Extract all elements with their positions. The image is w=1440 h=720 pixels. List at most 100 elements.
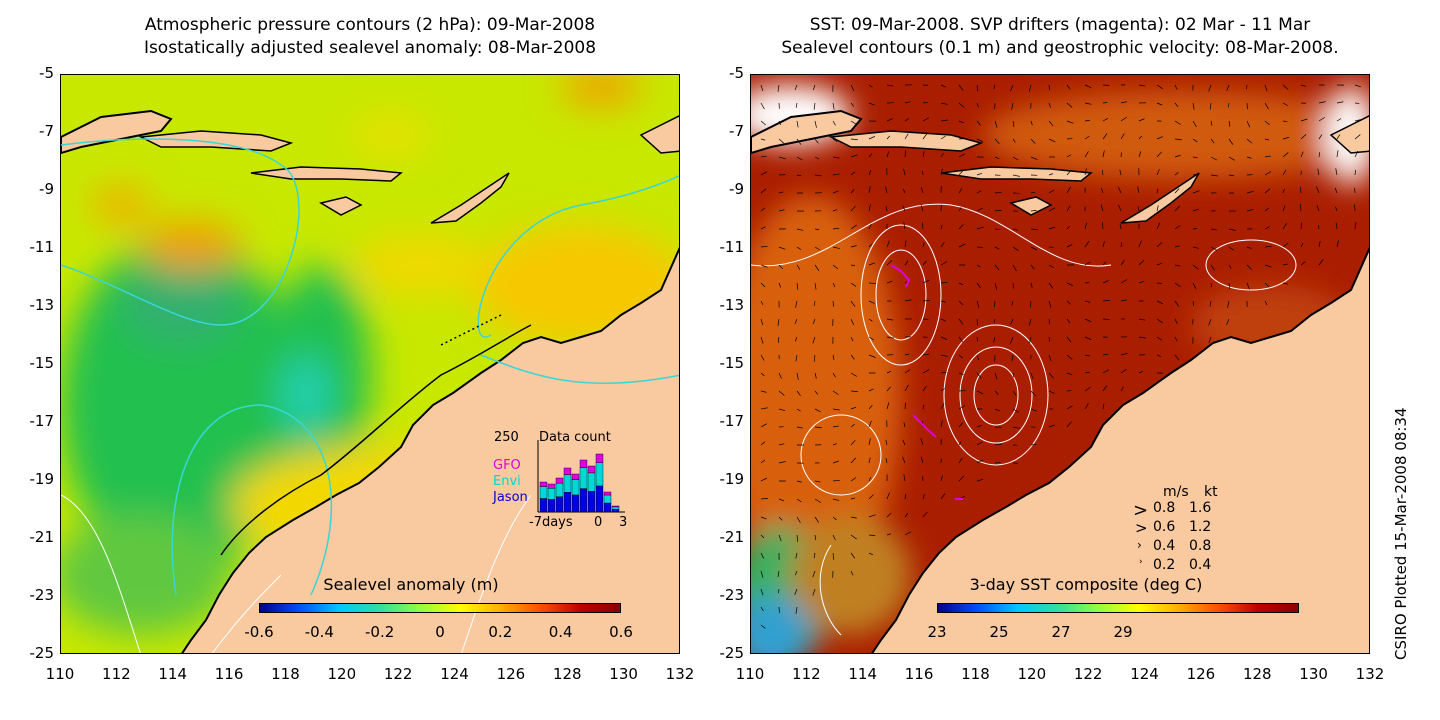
velocity-arrow bbox=[1354, 222, 1357, 230]
histogram-bar bbox=[571, 479, 580, 496]
velocity-arrow bbox=[1300, 222, 1302, 230]
velocity-arrow bbox=[1174, 205, 1181, 212]
velocity-arrow bbox=[796, 282, 799, 290]
velocity-arrow bbox=[922, 279, 930, 284]
velocity-arrow bbox=[778, 282, 782, 288]
right-title-line1: SST: 09-Mar-2008. SVP drifters (magenta)… bbox=[809, 15, 1311, 35]
velocity-arrow bbox=[1102, 133, 1108, 140]
velocity-arrow bbox=[1282, 102, 1289, 107]
velocity-arrow bbox=[1228, 228, 1236, 231]
velocity-arrow bbox=[796, 246, 802, 250]
velocity-arrow bbox=[1048, 207, 1056, 212]
y-tick-label-right: -9 bbox=[729, 180, 744, 198]
velocity-arrow bbox=[1282, 169, 1287, 176]
velocity-arrow bbox=[994, 408, 1000, 412]
velocity-arrow bbox=[1174, 138, 1182, 141]
velocity-arrow bbox=[832, 138, 838, 143]
histogram-bar bbox=[555, 477, 564, 484]
velocity-arrow bbox=[812, 570, 816, 578]
velocity-arrow bbox=[850, 189, 855, 194]
velocity-arrow bbox=[922, 353, 930, 356]
velocity-arrow bbox=[1174, 282, 1181, 288]
velocity-arrow bbox=[940, 403, 945, 410]
velocity-arrow bbox=[1138, 240, 1142, 248]
velocity-arrow bbox=[1101, 222, 1104, 230]
velocity-arrow bbox=[885, 439, 888, 446]
velocity-arrow bbox=[1102, 403, 1105, 410]
velocity-arrow bbox=[1210, 156, 1218, 161]
velocity-arrow bbox=[1048, 120, 1054, 127]
velocity-arrow bbox=[886, 512, 892, 518]
velocity-legend-ms: 0.4 bbox=[1153, 538, 1176, 554]
velocity-arrow bbox=[850, 102, 855, 107]
inset-legend-envi: Envi bbox=[493, 474, 521, 489]
sst-map: m/s kt >0.8 1.6 >0.6 1.2 › 0.4 0.8 › 0.2 0.4 3-da… bbox=[750, 74, 1370, 654]
velocity-arrow bbox=[760, 570, 764, 578]
right-colorbar-tick: 25 bbox=[989, 623, 1009, 641]
velocity-legend-ms: 0.6 bbox=[1153, 519, 1176, 535]
velocity-arrow bbox=[1048, 372, 1054, 379]
velocity-arrow bbox=[1335, 206, 1338, 212]
histogram-bar bbox=[611, 505, 620, 508]
velocity-arrow bbox=[1282, 136, 1290, 140]
velocity-arrow bbox=[1084, 318, 1092, 323]
velocity-arrow bbox=[976, 318, 979, 326]
velocity-arrow bbox=[1264, 207, 1269, 212]
velocity-legend-kt: 1.6 bbox=[1189, 500, 1212, 516]
velocity-arrow bbox=[813, 300, 816, 306]
velocity-arrow bbox=[1156, 205, 1159, 212]
velocity-arrow bbox=[1156, 318, 1163, 324]
y-tick-label-left: -13 bbox=[29, 296, 55, 314]
velocity-arrow bbox=[796, 174, 802, 177]
velocity-arrow bbox=[1102, 261, 1106, 266]
velocity-arrow bbox=[994, 209, 1002, 212]
histogram-bar bbox=[539, 486, 548, 499]
velocity-arrow bbox=[904, 118, 909, 122]
velocity-arrow bbox=[1318, 241, 1321, 248]
velocity-arrow bbox=[1264, 245, 1272, 248]
velocity-arrow bbox=[760, 516, 767, 520]
velocity-arrow bbox=[1318, 134, 1323, 140]
velocity-arrow bbox=[1192, 138, 1198, 143]
velocity-arrow bbox=[812, 336, 816, 344]
velocity-arrow bbox=[796, 480, 802, 483]
velocity-arrow bbox=[1210, 282, 1213, 288]
velocity-arrow bbox=[976, 226, 984, 230]
inset-xlabel-start: -7days bbox=[529, 515, 573, 530]
velocity-arrow bbox=[958, 457, 963, 464]
velocity-arrow bbox=[902, 205, 906, 212]
velocity-arrow bbox=[1101, 169, 1104, 176]
velocity-arrow bbox=[814, 516, 819, 523]
velocity-arrow bbox=[994, 191, 1002, 194]
velocity-arrow bbox=[1208, 84, 1212, 92]
velocity-arrow bbox=[886, 280, 893, 284]
y-tick-label-left: -9 bbox=[39, 180, 54, 198]
velocity-arrow bbox=[832, 552, 835, 560]
velocity-arrow bbox=[814, 372, 817, 379]
velocity-arrow bbox=[1299, 186, 1302, 194]
velocity-arrow bbox=[778, 191, 784, 194]
velocity-arrow bbox=[832, 408, 840, 411]
velocity-arrow bbox=[832, 460, 839, 464]
left-colorbar-tick: 0.4 bbox=[548, 623, 573, 641]
velocity-arrow bbox=[760, 84, 764, 92]
velocity-arrow bbox=[1048, 84, 1051, 91]
right-colorbar-tick: 29 bbox=[1113, 623, 1133, 641]
y-tick-label-right: -17 bbox=[719, 412, 745, 430]
velocity-arrow bbox=[1156, 102, 1163, 106]
velocity-arrow bbox=[868, 388, 874, 392]
velocity-arrow bbox=[976, 190, 982, 194]
velocity-arrow bbox=[904, 353, 910, 356]
velocity-arrow bbox=[904, 493, 907, 500]
velocity-arrow bbox=[1066, 354, 1073, 360]
velocity-arrow bbox=[1264, 155, 1271, 158]
y-tick-label-right: -5 bbox=[729, 64, 744, 82]
velocity-arrow bbox=[1066, 120, 1074, 124]
velocity-arrow bbox=[1120, 386, 1124, 392]
y-tick-label-left: -17 bbox=[29, 412, 55, 430]
velocity-arrow bbox=[1066, 186, 1071, 194]
velocity-arrow bbox=[1066, 102, 1073, 108]
velocity-arrow bbox=[868, 282, 876, 284]
velocity-arrow bbox=[958, 390, 966, 392]
velocity-arrow bbox=[1264, 264, 1272, 268]
